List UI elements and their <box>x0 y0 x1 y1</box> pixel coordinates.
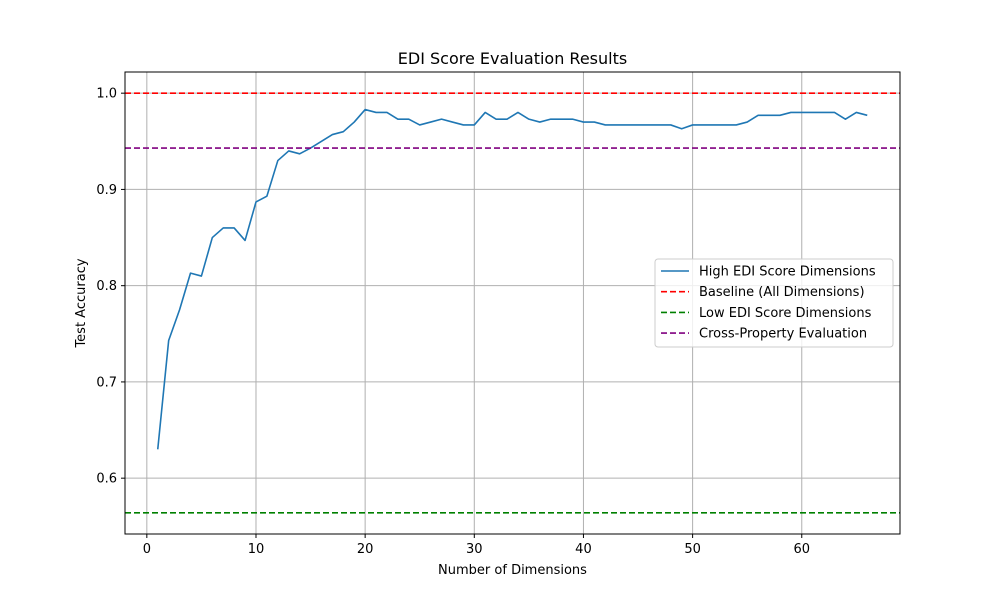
chart-title: EDI Score Evaluation Results <box>398 49 627 68</box>
axis-ticks: 0 10 20 30 40 50 60 0.6 0.7 0.8 0.9 1.0 <box>96 87 810 557</box>
x-axis-label: Number of Dimensions <box>438 563 587 578</box>
y-tick-label: 0.8 <box>96 279 117 294</box>
x-tick-label: 10 <box>248 542 265 557</box>
legend: High EDI Score Dimensions Baseline (All D… <box>654 258 894 348</box>
legend-label: High EDI Score Dimensions <box>699 265 876 280</box>
series-line-0 <box>156 108 868 450</box>
legend-label: Low EDI Score Dimensions <box>699 306 872 321</box>
legend-box <box>654 258 894 348</box>
legend-label: Cross-Property Evaluation <box>699 327 867 342</box>
y-axis-label: Test Accuracy <box>74 258 89 348</box>
plot-frame <box>124 71 901 535</box>
y-tick-label: 0.9 <box>96 183 117 198</box>
x-tick-label: 60 <box>793 542 810 557</box>
y-tick-label: 0.7 <box>96 375 117 390</box>
x-tick-label: 20 <box>357 542 374 557</box>
plot-series <box>125 92 900 514</box>
legend-label: Baseline (All Dimensions) <box>699 285 865 300</box>
y-tick-label: 1.0 <box>96 87 117 102</box>
x-tick-label: 30 <box>466 542 483 557</box>
x-tick-label: 40 <box>575 542 592 557</box>
x-tick-label: 50 <box>684 542 701 557</box>
x-tick-label: 0 <box>143 542 151 557</box>
y-tick-label: 0.6 <box>96 472 117 487</box>
